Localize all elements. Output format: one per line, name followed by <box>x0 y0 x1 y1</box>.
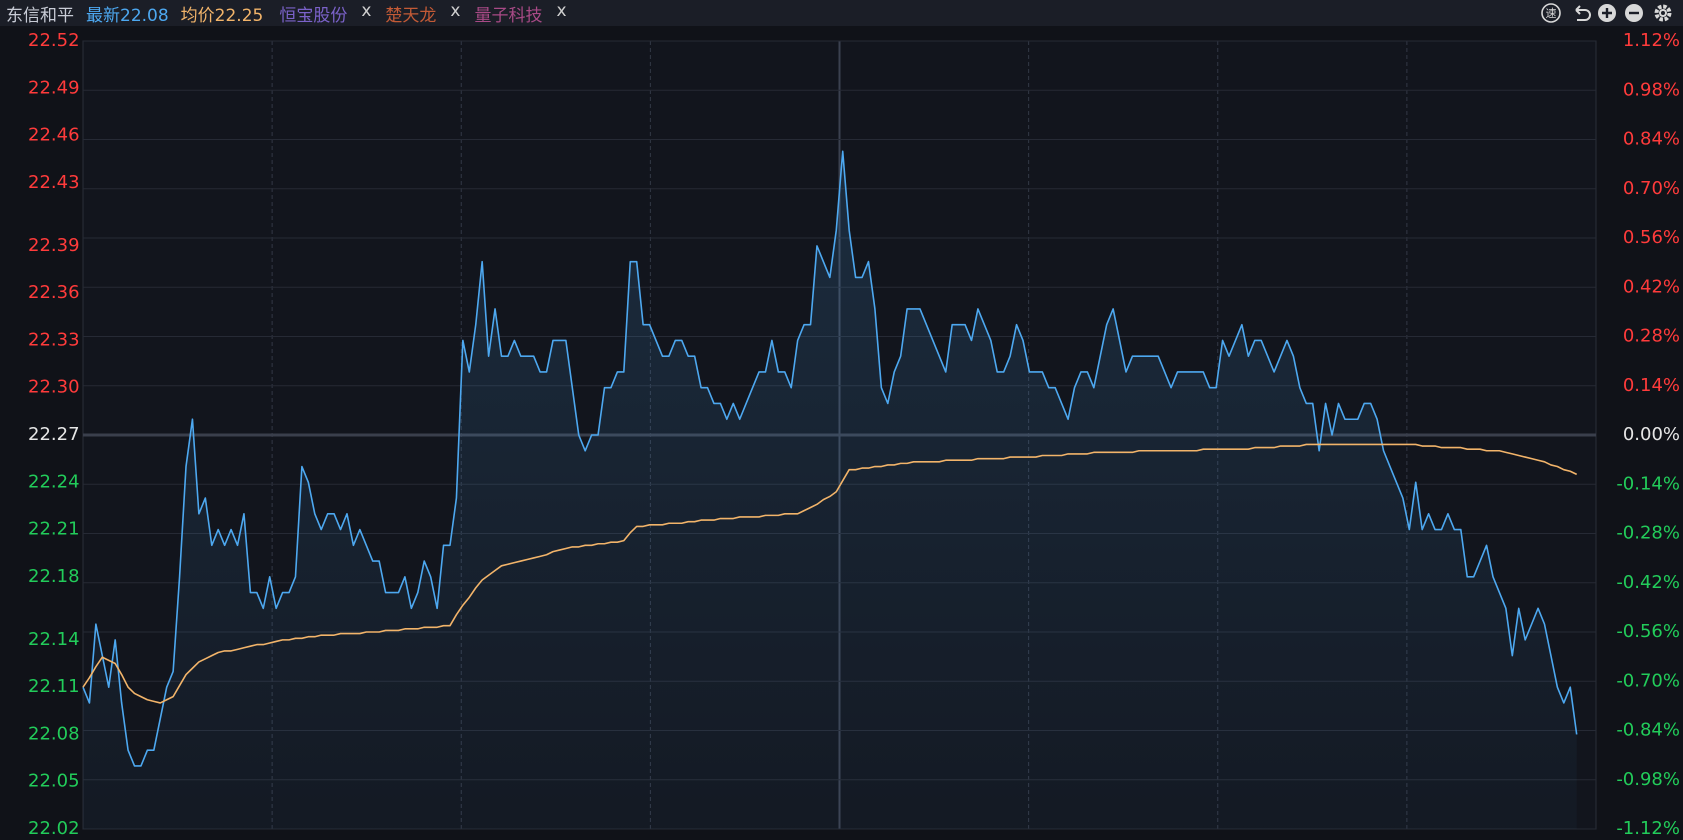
y-tick-label: 22.11 <box>28 676 80 697</box>
y-tick-label: 22.14 <box>28 629 80 650</box>
y2-tick-label: -0.56% <box>1616 621 1680 642</box>
y-tick-label: 22.18 <box>28 566 80 587</box>
y2-tick-label: -0.84% <box>1616 720 1680 741</box>
tab-name[interactable]: 恒宝股份 <box>279 5 348 26</box>
y-tick-label: 22.30 <box>28 377 80 398</box>
tab-name[interactable]: 楚天龙 <box>385 5 437 26</box>
header: 东信和平 最新22.08 均价22.25 恒宝股份 x 楚天龙 x 量子科技 x 速 <box>0 0 1683 26</box>
chart: 1.12% 0.98% 0.84% 0.70% 0.56% 0.42% 0.28% 0.14%… <box>28 30 1680 839</box>
y-tick-label: 22.24 <box>28 471 80 492</box>
y2-tick-label: 0.00% <box>1623 424 1680 445</box>
average-line <box>82 443 1578 704</box>
y-tick-label: 22.33 <box>28 329 80 350</box>
y2-tick-label: 0.84% <box>1623 129 1680 150</box>
y2-tick-label: -0.14% <box>1616 473 1680 494</box>
tab-name[interactable]: 量子科技 <box>474 5 543 26</box>
y2-tick-label: 0.42% <box>1623 276 1680 297</box>
settings-icon[interactable] <box>1654 4 1672 22</box>
y-tick-label: 22.02 <box>28 818 80 839</box>
toolbar: 速 <box>1541 3 1672 23</box>
speed-icon[interactable] <box>1541 3 1561 23</box>
y-tick-label: 22.05 <box>28 771 80 792</box>
price-area <box>83 151 1577 829</box>
tab-close[interactable]: x <box>450 0 461 21</box>
stock-name: 东信和平 <box>6 5 74 26</box>
y-tick-label: 22.52 <box>28 30 80 51</box>
y2-tick-label: 0.14% <box>1623 375 1680 396</box>
y2-tick-label: -0.98% <box>1616 769 1680 790</box>
y-tick-label: 22.39 <box>28 235 80 256</box>
y2-tick-label: 0.98% <box>1623 79 1680 100</box>
y2-tick-label: 0.70% <box>1623 178 1680 199</box>
average-price: 均价22.25 <box>180 5 264 26</box>
y2-tick-label: -0.28% <box>1616 523 1680 544</box>
y-tick-label: 22.27 <box>28 424 80 445</box>
tab-close[interactable]: x <box>361 0 372 21</box>
y-tick-label: 22.43 <box>28 172 80 193</box>
speed-label: 速 <box>1546 7 1557 20</box>
latest-price: 最新22.08 <box>86 5 169 26</box>
y-tick-label: 22.08 <box>28 723 80 744</box>
y2-tick-label: -1.12% <box>1616 818 1680 839</box>
y-tick-label: 22.49 <box>28 77 80 98</box>
y-tick-label: 22.46 <box>28 125 80 146</box>
tabs: 恒宝股份 x 楚天龙 x 量子科技 x <box>273 1 574 26</box>
y2-tick-label: -0.42% <box>1616 572 1680 593</box>
y-tick-label: 22.21 <box>28 519 80 540</box>
y2-tick-label: 0.28% <box>1623 326 1680 347</box>
y2-tick-label: 0.56% <box>1623 227 1680 248</box>
y2-tick-label: 1.12% <box>1623 30 1680 51</box>
undo-icon[interactable] <box>1575 5 1591 21</box>
price-line <box>82 150 1578 767</box>
tab-close[interactable]: x <box>556 0 567 21</box>
y-tick-label: 22.36 <box>28 282 80 303</box>
y2-tick-label: -0.70% <box>1616 670 1680 691</box>
